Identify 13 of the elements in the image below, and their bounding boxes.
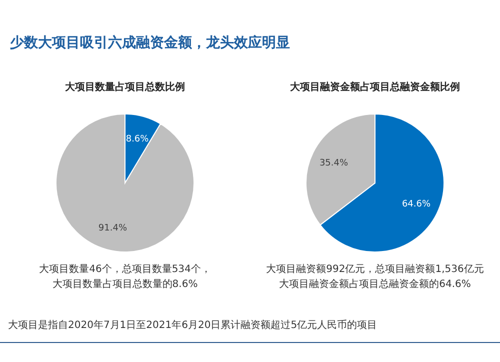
chart-title: 大项目数量占项目总数比例: [64, 81, 185, 93]
text: 大项目数量占项目总数量的8.6%: [51, 278, 199, 292]
data-label: 91.4%: [98, 223, 128, 234]
text: 大项目融资金额占项目总融资金额的64.6%: [278, 278, 472, 292]
data-label: 35.4%: [319, 158, 348, 169]
chart-title: 大项目融资金额占项目总融资金额比例: [289, 81, 460, 93]
pie-slice: [56, 114, 194, 252]
text: 大项目是指自2020年7月1日至2021年6月20日累计融资额超过5亿元人民币的项目: [8, 318, 378, 332]
data-label: 8.6%: [126, 134, 150, 145]
data-label: 64.6%: [402, 199, 431, 210]
text: 少数大项目吸引六成融资金额，龙头效应明显: [10, 34, 290, 52]
text: 大项目融资额992亿元，总项目融资额1,536亿元: [265, 262, 485, 277]
text: 大项目数量46个，总项目数量534个，: [38, 262, 212, 277]
